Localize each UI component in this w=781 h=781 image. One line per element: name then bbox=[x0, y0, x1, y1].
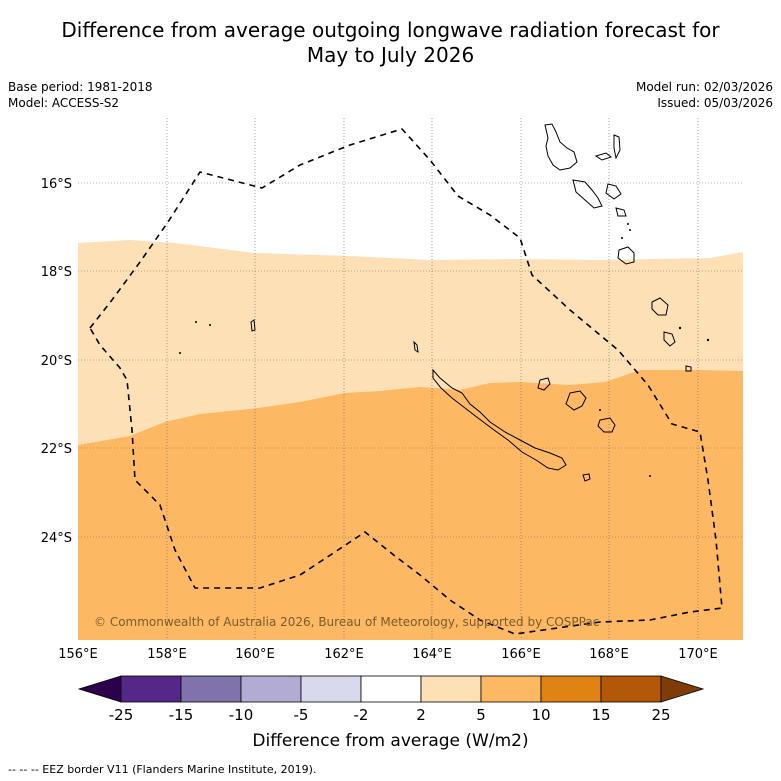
lon-label: 168°E bbox=[589, 647, 629, 662]
vanuatu-espiritu-santo bbox=[544, 123, 578, 171]
lon-label: 156°E bbox=[58, 647, 98, 662]
colorbar-tick-label: -25 bbox=[109, 706, 134, 724]
gridlines bbox=[78, 118, 743, 640]
isle-of-pines bbox=[582, 473, 591, 482]
colorbar-ticks: -25 -15 -10 -5 -2 2 5 10 15 25 bbox=[109, 706, 671, 724]
map-area: © Commonwealth of Australia 2026, Bureau… bbox=[78, 118, 743, 640]
issued-date: Issued: 05/03/2026 bbox=[657, 96, 773, 110]
colorbar-segment bbox=[600, 675, 662, 703]
title-line-2: May to July 2026 bbox=[306, 43, 475, 67]
colorbar-segment bbox=[300, 675, 362, 703]
vanuatu-malekula bbox=[572, 179, 603, 209]
colorbar-tick-label: -15 bbox=[169, 706, 194, 724]
vanuatu-aneityum bbox=[685, 365, 692, 372]
model-name: Model: ACCESS-S2 bbox=[8, 96, 120, 110]
eez-border bbox=[89, 128, 723, 635]
copyright-credit: © Commonwealth of Australia 2026, Bureau… bbox=[94, 615, 599, 629]
loyalty-island-3 bbox=[597, 417, 616, 433]
lat-label: 18°S bbox=[41, 265, 72, 280]
lon-label: 162°E bbox=[324, 647, 364, 662]
meta-right: Model run: 02/03/2026 Issued: 05/03/2026 bbox=[636, 79, 773, 111]
vanuatu-pentecost bbox=[605, 183, 622, 200]
base-period: Base period: 1981-2018 bbox=[8, 80, 153, 94]
colorbar-extend-low bbox=[77, 675, 122, 703]
colorbar-segment bbox=[120, 675, 182, 703]
colorbar-segment bbox=[540, 675, 602, 703]
belep-islands bbox=[413, 340, 419, 354]
lon-label: 164°E bbox=[412, 647, 452, 662]
meta-left: Base period: 1981-2018 Model: ACCESS-S2 bbox=[8, 79, 153, 111]
coastlines bbox=[250, 123, 692, 482]
title-line-1: Difference from average outgoing longwav… bbox=[61, 18, 720, 42]
chart-title: Difference from average outgoing longwav… bbox=[0, 18, 781, 68]
colorbar-segment bbox=[420, 675, 482, 703]
colorbar-tick-label: 15 bbox=[591, 706, 610, 724]
vanuatu-tanna bbox=[663, 331, 676, 347]
colorbar-tick-label: -10 bbox=[229, 706, 254, 724]
colorbar-tick-label: 25 bbox=[651, 706, 670, 724]
chesterfield-reef bbox=[250, 319, 256, 332]
lat-axis: 16°S 18°S 20°S 22°S 24°S bbox=[41, 177, 72, 546]
colorbar bbox=[77, 675, 705, 703]
new-caledonia-island bbox=[432, 368, 567, 471]
small-islets bbox=[179, 223, 710, 477]
lon-axis: 156°E 158°E 160°E 162°E 164°E 166°E 168°… bbox=[58, 647, 718, 662]
colorbar-tick-label: 10 bbox=[531, 706, 550, 724]
vanuatu-epi bbox=[615, 207, 627, 217]
colorbar-tick-label: 5 bbox=[476, 706, 486, 724]
vanuatu-maewo bbox=[613, 134, 621, 160]
colorbar-segment bbox=[240, 675, 302, 703]
colorbar-segment bbox=[360, 675, 422, 703]
colorbar-segment bbox=[480, 675, 542, 703]
eez-legend-note: -- -- -- EEZ border V11 (Flanders Marine… bbox=[8, 763, 317, 776]
lat-label: 16°S bbox=[41, 177, 72, 192]
colorbar-tick-label: 2 bbox=[416, 706, 426, 724]
lat-label: 20°S bbox=[41, 354, 72, 369]
model-run: Model run: 02/03/2026 bbox=[635, 80, 773, 94]
lon-label: 170°E bbox=[678, 647, 718, 662]
vanuatu-efate bbox=[617, 246, 635, 265]
loyalty-island-1 bbox=[537, 377, 551, 391]
colorbar-segment bbox=[180, 675, 242, 703]
anomaly-band-5-10 bbox=[78, 370, 743, 640]
lon-label: 160°E bbox=[235, 647, 275, 662]
colorbar-title: Difference from average (W/m2) bbox=[252, 731, 529, 751]
lat-label: 22°S bbox=[41, 442, 72, 457]
lon-label: 166°E bbox=[501, 647, 541, 662]
vanuatu-ambae bbox=[594, 152, 613, 161]
loyalty-island-2 bbox=[565, 390, 587, 411]
lat-label: 24°S bbox=[41, 531, 72, 546]
colorbar-tick-label: -5 bbox=[294, 706, 309, 724]
colorbar-extend-high bbox=[660, 675, 705, 703]
colorbar-tick-label: -2 bbox=[354, 706, 369, 724]
lon-label: 158°E bbox=[147, 647, 187, 662]
vanuatu-erromango bbox=[651, 297, 669, 316]
